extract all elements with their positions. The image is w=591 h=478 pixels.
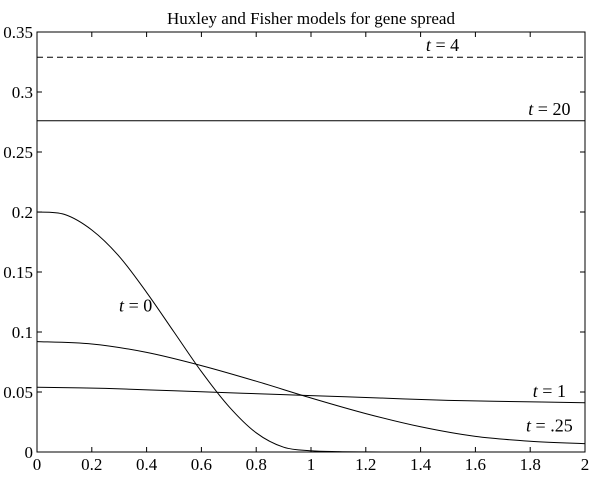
curve-label: t = 1 — [533, 381, 566, 401]
curve-label: t = 20 — [528, 99, 570, 119]
y-tick-label: 0.2 — [12, 203, 33, 222]
chart-title: Huxley and Fisher models for gene spread — [167, 9, 455, 28]
curve-label: t = 0 — [119, 296, 152, 316]
series-line — [37, 342, 585, 444]
x-tick-label: 0.6 — [191, 455, 212, 474]
y-tick-label: 0.3 — [12, 83, 33, 102]
x-tick-label: 1.8 — [520, 455, 541, 474]
y-tick-label: 0.1 — [12, 323, 33, 342]
curve-label: t = .25 — [526, 416, 573, 436]
x-tick-label: 2 — [581, 455, 590, 474]
x-tick-label: 0.4 — [136, 455, 158, 474]
x-tick-label: 0 — [33, 455, 42, 474]
y-tick-label: 0 — [25, 443, 34, 462]
series-line — [37, 212, 421, 452]
y-tick-label: 0.35 — [3, 23, 33, 42]
x-tick-label: 1.2 — [355, 455, 376, 474]
series-line — [37, 387, 585, 403]
curves-layer — [37, 57, 585, 452]
x-tick-label: 0.8 — [246, 455, 267, 474]
y-tick-label: 0.15 — [3, 263, 33, 282]
x-tick-label: 1.4 — [410, 455, 432, 474]
x-tick-label: 1.6 — [465, 455, 486, 474]
y-tick-label: 0.25 — [3, 143, 33, 162]
x-tick-label: 1 — [307, 455, 316, 474]
x-tick-label: 0.2 — [81, 455, 102, 474]
y-tick-label: 0.05 — [3, 383, 33, 402]
annotations-layer: t = 4 t = 20 t = 0 t = 1 t = .25 — [119, 35, 573, 435]
curve-label: t = 4 — [426, 35, 459, 55]
ticks-layer: 0 0.2 0.4 0.6 0.8 1 1.2 1.4 1.6 1.8 2 0 0.05 0.1 0.15 0… — [3, 23, 589, 474]
